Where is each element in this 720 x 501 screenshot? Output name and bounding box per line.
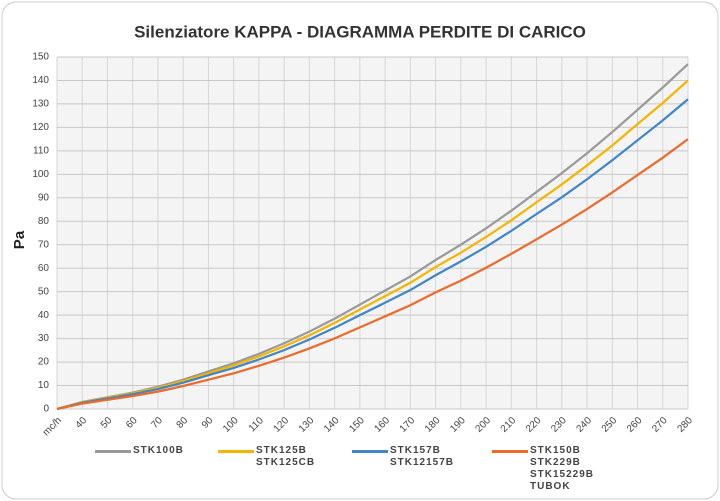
legend-label: STK150B STK229B STK15229B TUBOK — [530, 445, 595, 492]
y-tick-label: 150 — [32, 52, 49, 63]
legend-label: STK125B STK125CB — [256, 445, 316, 468]
y-tick-label: 110 — [33, 146, 49, 157]
x-tick-label: 170 — [398, 415, 418, 435]
y-tick-label: 80 — [38, 216, 50, 227]
y-axis-label: Pa — [11, 230, 28, 249]
y-tick-label: 60 — [38, 263, 50, 274]
x-tick-label: 140 — [322, 415, 342, 435]
legend-label: STK157B STK12157B — [390, 445, 455, 468]
x-tick-label: 280 — [675, 415, 695, 435]
y-tick-label: 100 — [32, 169, 49, 180]
x-tick-label: 260 — [625, 415, 645, 435]
series-line — [56, 79, 689, 411]
x-tick-label: 250 — [600, 415, 620, 435]
x-tick-label: 50 — [99, 415, 115, 431]
series-line — [56, 63, 689, 411]
x-tick-label: 40 — [74, 415, 90, 431]
x-tick-label: 120 — [272, 415, 292, 435]
y-tick-label: 20 — [38, 357, 50, 368]
y-tick-label: 50 — [38, 286, 50, 297]
x-tick-label: 210 — [499, 415, 519, 435]
x-tick-label: mc/h — [41, 415, 64, 438]
y-tick-label: 130 — [32, 99, 49, 110]
x-tick-label: 270 — [650, 415, 670, 435]
x-tick-label: 90 — [200, 415, 216, 431]
y-tick-label: 40 — [38, 310, 50, 321]
legend-label: STK100B — [133, 445, 184, 456]
y-tick-label: 90 — [38, 192, 50, 203]
x-tick-label: 200 — [473, 415, 493, 435]
chart-title: Silenziatore KAPPA - DIAGRAMMA PERDITE D… — [134, 22, 586, 41]
x-tick-label: 60 — [124, 415, 140, 431]
legend-swatch — [492, 450, 528, 453]
x-tick-label: 230 — [549, 415, 569, 435]
x-tick-label: 160 — [373, 415, 393, 435]
x-tick-label: 190 — [448, 415, 468, 435]
y-tick-label: 140 — [32, 75, 49, 86]
y-tick-label: 120 — [32, 122, 49, 133]
x-tick-label: 70 — [149, 415, 165, 431]
x-tick-label: 110 — [247, 415, 266, 434]
y-tick-label: 30 — [38, 333, 50, 344]
legend-swatch — [352, 450, 388, 453]
y-tick-label: 70 — [38, 239, 50, 250]
x-tick-label: 180 — [423, 415, 443, 435]
x-tick-label: 220 — [524, 415, 544, 435]
series-line — [56, 138, 689, 411]
plot-area — [57, 57, 688, 409]
x-tick-label: 130 — [297, 415, 317, 435]
legend-swatch — [218, 450, 254, 453]
x-tick-label: 150 — [347, 415, 367, 435]
legend-swatch — [95, 450, 131, 453]
y-tick-label: 0 — [43, 404, 49, 415]
x-tick-label: 80 — [175, 415, 191, 431]
x-tick-label: 240 — [574, 415, 594, 435]
x-tick-label: 100 — [221, 415, 241, 435]
y-tick-label: 10 — [38, 380, 50, 391]
series-line — [56, 98, 689, 411]
